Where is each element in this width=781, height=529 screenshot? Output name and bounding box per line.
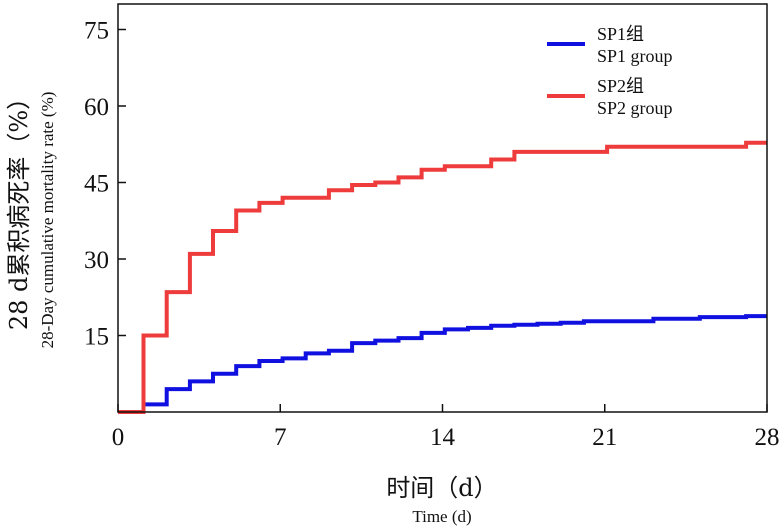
y-tick-label: 60 [84,94,109,121]
x-tick-label: 14 [430,424,456,451]
legend-label-sp2-cn: SP2组 [597,76,644,96]
ticks-layer: 0 7 14 21 28 15 30 45 60 75 [84,18,780,452]
x-axis-label-en: Time (d) [412,507,471,526]
y-tick-label: 15 [84,324,109,351]
legend: SP1组 SP1 group SP2组 SP2 group [547,24,673,118]
legend-label-sp1-en: SP1 group [597,46,673,66]
legend-label-sp1-cn: SP1组 [597,24,644,44]
y-axis-label-cn: 28 d累积病死率（%） [5,86,33,330]
series-layer [118,140,767,414]
x-axis-label-cn: 时间（d） [386,474,497,502]
x-tick-label: 28 [755,424,780,451]
series-line-2 [118,140,767,414]
x-tick-label: 7 [274,424,287,451]
y-tick-label: 45 [84,171,109,198]
y-axis-label-en: 28-Day cumulative mortality rate (%) [38,92,57,349]
legend-label-sp2-en: SP2 group [597,98,673,118]
y-tick-label: 75 [84,18,109,45]
x-tick-label: 0 [112,424,125,451]
series-line-1 [118,314,767,414]
y-tick-label: 30 [84,247,109,274]
x-tick-label: 21 [592,424,617,451]
